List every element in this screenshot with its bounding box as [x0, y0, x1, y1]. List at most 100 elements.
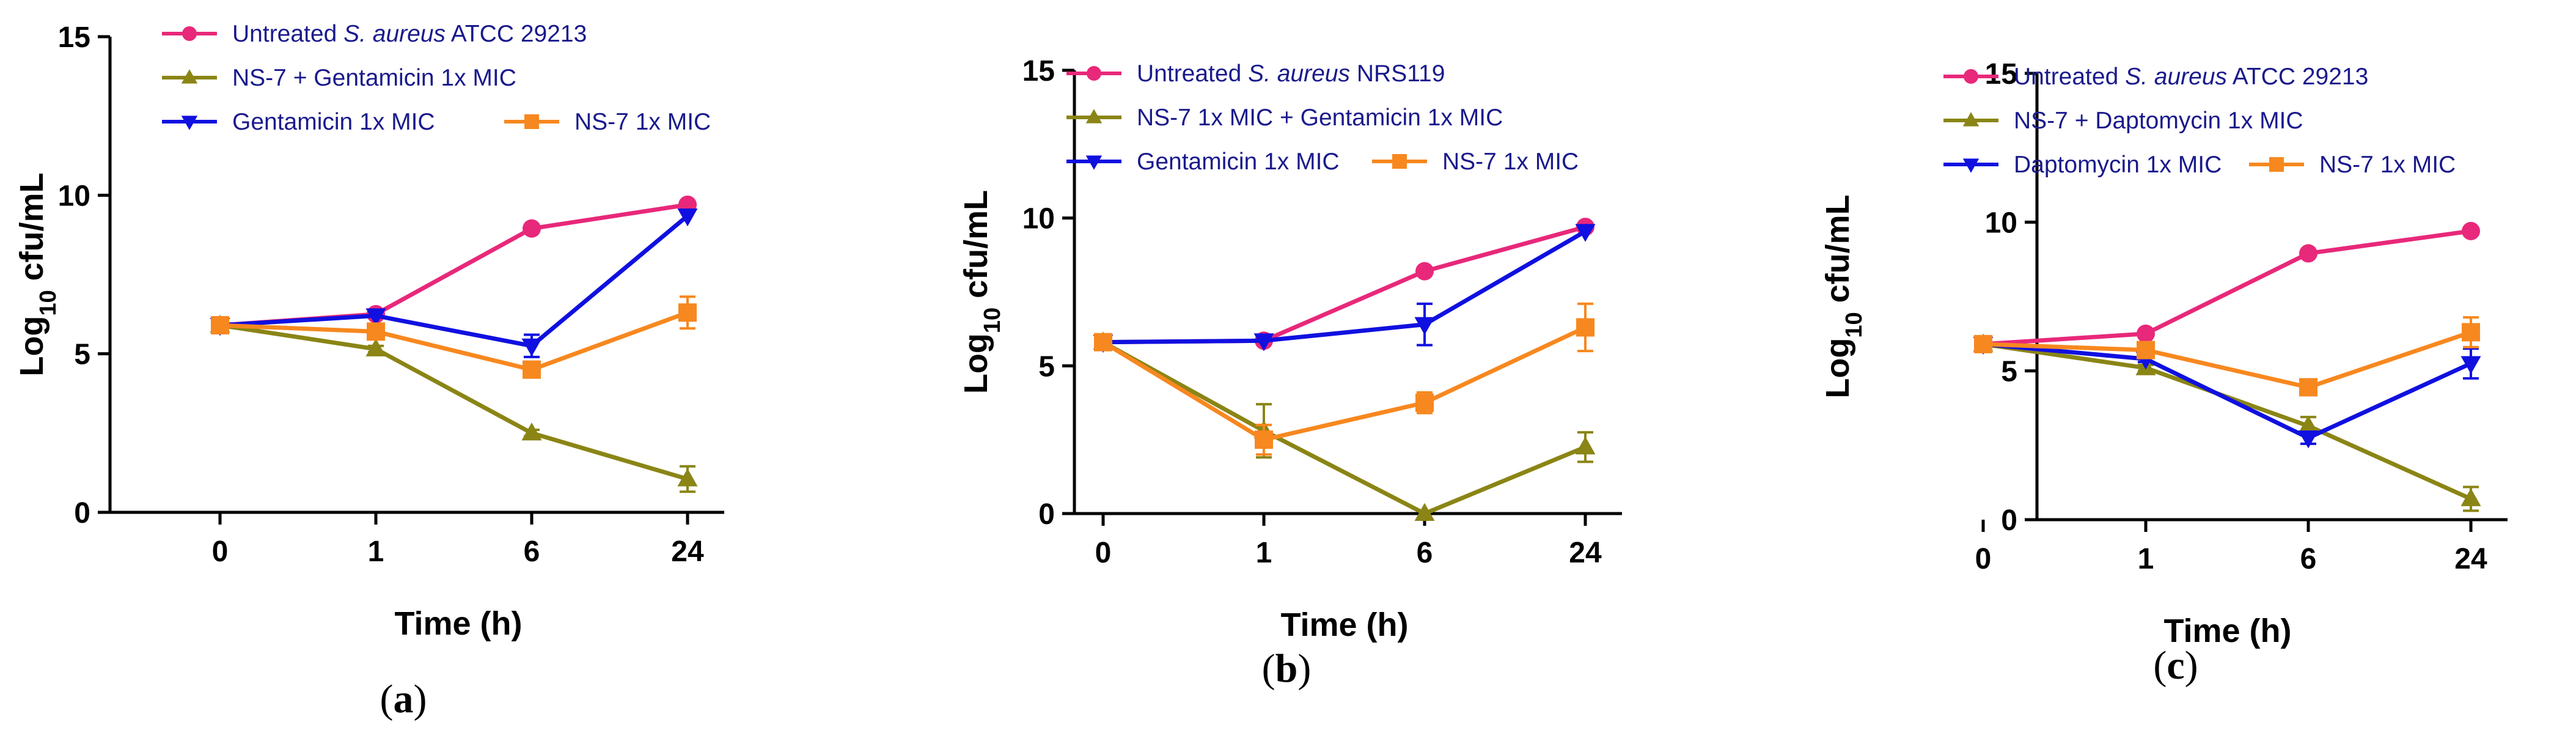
y-tick-label: 15 [58, 21, 90, 54]
legend-label: Gentamicin 1x MIC [1137, 149, 1340, 175]
x-axis-title: Time (h) [1280, 606, 1408, 643]
series-3 [1974, 316, 2480, 397]
x-tick-label: 6 [2300, 543, 2317, 575]
data-point [1094, 333, 1112, 352]
legend-label: NS-7 + Daptomycin 1x MIC [2014, 108, 2303, 134]
legend-marker [181, 69, 198, 84]
legend-marker [524, 114, 539, 129]
y-tick-label: 0 [74, 497, 90, 529]
panel-label: (c) [2153, 643, 2198, 688]
series-0 [211, 195, 697, 334]
data-point [367, 322, 385, 341]
series-line [219, 202, 688, 328]
data-point [2299, 378, 2317, 397]
series-line [219, 323, 688, 481]
legend-entry: NS-7 1x MIC [2249, 152, 2456, 178]
series-3 [1094, 302, 1594, 456]
legend: Untreated S. aureus NRS119 NS-7 1x MIC + … [1066, 61, 1579, 175]
data-point [2137, 324, 2155, 343]
data-point [1415, 262, 1434, 281]
x-tick-label: 6 [524, 536, 540, 568]
legend-entry: Untreated S. aureus NRS119 [1066, 61, 1445, 87]
series-line [1983, 229, 2471, 347]
y-tick-label: 10 [1022, 203, 1055, 235]
data-point [1255, 430, 1273, 449]
chart-panel-c: 0 5 10 15 0 1 6 24 Time (h) Log10 cfu/mL Untreated… [1819, 58, 2508, 688]
legend-marker [181, 116, 198, 130]
data-point [1415, 393, 1434, 412]
data-point [678, 303, 697, 322]
series-line [1983, 342, 2472, 441]
legend-label: NS-7 1x MIC + Gentamicin 1x MIC [1137, 105, 1503, 131]
x-axis-title: Time (h) [394, 605, 522, 642]
legend-label: NS-7 1x MIC [2319, 152, 2456, 178]
data-point [521, 338, 542, 356]
x-tick-label: 1 [1256, 537, 1272, 569]
legend-entry: Untreated S. aureus ATCC 29213 [1943, 64, 2368, 90]
data-point [2298, 430, 2319, 449]
legend-label: NS-7 + Gentamicin 1x MIC [232, 65, 516, 91]
legend-marker [1085, 109, 1103, 123]
legend-entry: Gentamicin 1x MIC [162, 109, 435, 135]
series-3 [211, 295, 697, 379]
legend-entry: NS-7 + Daptomycin 1x MIC [1943, 108, 2303, 134]
series-line [1103, 229, 1587, 345]
legend-entry: NS-7 1x MIC [1372, 149, 1579, 175]
legend-entry: Gentamicin 1x MIC [1066, 149, 1340, 175]
data-point [2462, 323, 2480, 342]
legend: Untreated S. aureus ATCC 29213 NS-7 + Dap… [1943, 64, 2456, 178]
legend-label: NS-7 1x MIC [574, 109, 711, 135]
legend-label: Untreated S. aureus ATCC 29213 [232, 21, 587, 47]
x-tick-label: 24 [1569, 537, 1602, 569]
legend-entry: Daptomycin 1x MIC [1943, 152, 2222, 178]
data-point [2137, 341, 2155, 359]
legend: Untreated S. aureus ATCC 29213 NS-7 + Gen… [162, 21, 711, 135]
data-point [1576, 318, 1594, 337]
data-point [211, 315, 229, 334]
data-point [521, 422, 542, 441]
series-line [1103, 224, 1586, 345]
y-tick-label: 5 [74, 339, 90, 371]
x-tick-label: 0 [212, 536, 229, 568]
y-axis-title: Log10 cfu/mL [1819, 194, 1867, 398]
series-line [1102, 325, 1587, 442]
x-tick-label: 0 [1095, 537, 1112, 569]
series-2 [1093, 224, 1596, 353]
y-tick-label: 5 [1038, 350, 1055, 383]
legend-entry: Untreated S. aureus ATCC 29213 [162, 21, 587, 47]
y-tick-label: 15 [1985, 58, 2017, 90]
legend-marker [1964, 69, 1978, 84]
legend-entry: NS-7 1x MIC + Gentamicin 1x MIC [1066, 105, 1503, 131]
legend-label: Daptomycin 1x MIC [2014, 152, 2222, 178]
data-point [1575, 437, 1596, 455]
data-point [1414, 503, 1435, 521]
panel-label: (a) [380, 677, 427, 721]
series-0 [1974, 221, 2480, 353]
legend-marker [1962, 112, 1980, 127]
y-tick-label: 10 [1985, 207, 2017, 239]
legend-marker [1087, 66, 1101, 81]
y-tick-label: 5 [2001, 356, 2017, 388]
x-tick-label: 1 [2138, 543, 2154, 575]
series-line [219, 214, 689, 348]
x-tick-label: 24 [671, 536, 704, 568]
data-point [2460, 488, 2481, 506]
y-axis-title: Log10 cfu/mL [958, 190, 1005, 394]
legend-marker [182, 26, 197, 41]
legend-label: Gentamicin 1x MIC [232, 109, 435, 135]
data-point [365, 338, 386, 356]
x-axis-title: Time (h) [2163, 613, 2291, 649]
legend-entry: NS-7 1x MIC [504, 109, 711, 135]
chart-panel-b: 0 5 10 15 0 1 6 24 Time (h) Log10 cfu/mL Untreated… [958, 55, 1622, 691]
legend-label: NS-7 1x MIC [1442, 149, 1579, 175]
series-line [1983, 330, 2472, 390]
x-tick-label: 6 [1417, 537, 1433, 569]
series-line [219, 310, 689, 372]
legend-marker [1085, 155, 1103, 170]
chart-panel-a: 0 5 10 15 0 1 6 24 Time (h) Log10 cfu/mL Untreated… [13, 21, 724, 721]
legend-marker [1962, 158, 1980, 173]
x-tick-label: 24 [2454, 543, 2487, 575]
legend-entry: NS-7 + Gentamicin 1x MIC [162, 65, 516, 91]
data-point [2460, 356, 2481, 374]
